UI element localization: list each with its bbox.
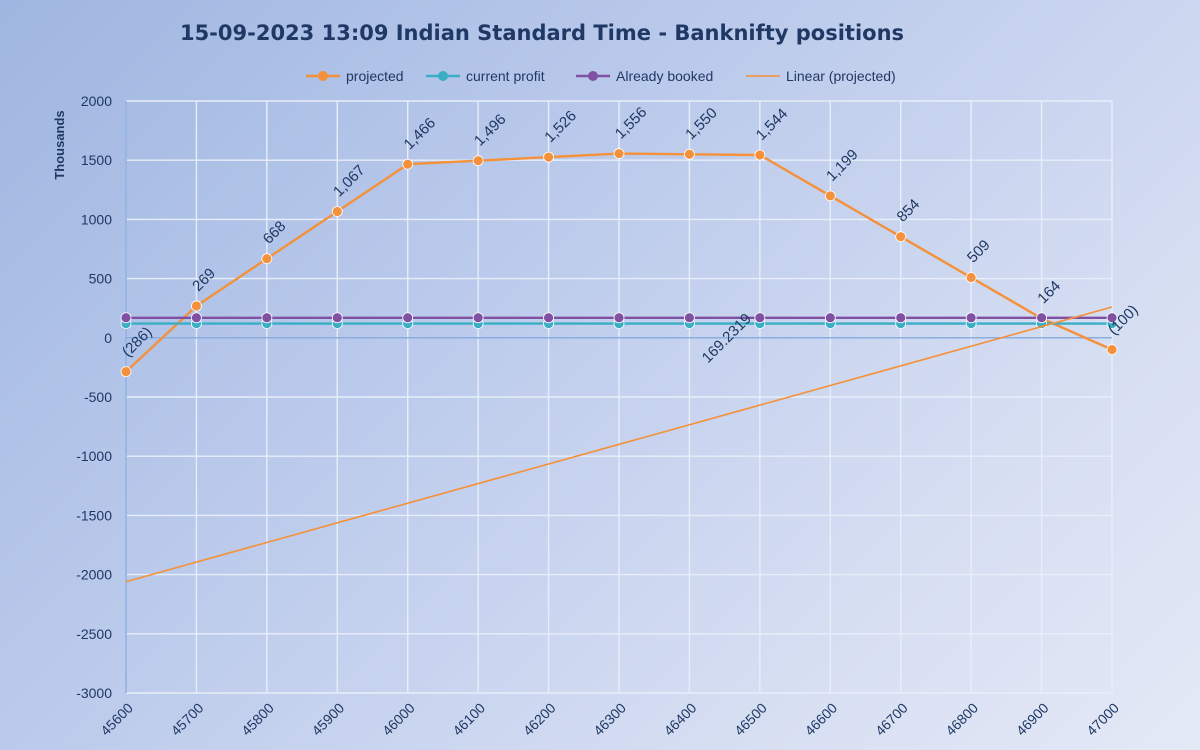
- y-tick-label: -2500: [76, 626, 112, 642]
- legend-marker: [318, 71, 328, 81]
- data-point: [261, 253, 273, 265]
- x-tick-label: 46100: [449, 700, 488, 739]
- y-tick-label: 2000: [81, 93, 112, 109]
- y-tick-label: -1000: [76, 448, 112, 464]
- series-already-booked: [120, 312, 1118, 324]
- data-point: [402, 158, 414, 170]
- data-point: [613, 148, 625, 159]
- data-label: 668: [260, 218, 290, 248]
- y-tick-label: -1500: [76, 507, 112, 523]
- data-point: [543, 312, 554, 324]
- legend: projected current profit Already booked Lin…: [306, 68, 896, 84]
- x-tick-label: 45700: [168, 700, 207, 739]
- x-tick-label: 46900: [1013, 700, 1052, 739]
- data-point: [543, 151, 554, 163]
- data-point: [684, 312, 695, 324]
- data-point: [824, 312, 836, 324]
- data-point: [191, 312, 202, 324]
- data-point: [191, 300, 202, 312]
- data-point: [754, 149, 766, 161]
- legend-item: Already booked: [576, 68, 713, 84]
- y-axis-label: Thousands: [52, 110, 67, 179]
- data-label: 1,496: [471, 111, 510, 150]
- data-point: [120, 312, 132, 324]
- data-label: 1,526: [541, 107, 580, 146]
- x-tick-label: 46500: [731, 700, 770, 739]
- data-point: [754, 312, 766, 324]
- data-label: 1,550: [682, 105, 721, 144]
- data-point: [472, 312, 484, 324]
- y-tick-label: -2000: [76, 567, 112, 583]
- legend-item: projected: [306, 68, 404, 84]
- data-label: 509: [964, 237, 994, 267]
- legend-marker: [588, 71, 598, 81]
- y-tick-label: 500: [89, 271, 113, 287]
- legend-label: current profit: [466, 68, 545, 84]
- data-point: [1036, 312, 1047, 324]
- x-tick-label: 45800: [238, 700, 277, 739]
- data-point: [472, 155, 484, 167]
- data-point: [684, 148, 695, 160]
- data-point: [895, 312, 907, 324]
- data-label: 854: [894, 196, 924, 226]
- x-tick-label: 46700: [872, 700, 911, 739]
- series-linear-projected: [125, 306, 1113, 583]
- legend-label: Already booked: [616, 68, 713, 84]
- x-tick-label: 45900: [308, 700, 347, 739]
- data-point: [613, 312, 625, 324]
- x-tick-label: 46200: [520, 700, 559, 739]
- data-point: [331, 206, 343, 217]
- data-point: [1106, 312, 1118, 324]
- data-point: [261, 312, 273, 324]
- data-label: 269: [189, 265, 219, 295]
- x-tick-label: 46300: [590, 700, 629, 739]
- legend-item: Linear (projected): [746, 68, 896, 84]
- data-point: [965, 312, 977, 324]
- data-label: 1,544: [753, 105, 792, 144]
- axes: 2000 1500 1000 500 0 -500 -1000 -1500 -2000 -2500…: [76, 93, 1122, 739]
- chart-title: 15-09-2023 13:09 Indian Standard Time - …: [180, 21, 904, 45]
- gridlines: [125, 100, 1113, 694]
- y-tick-label: -3000: [76, 685, 112, 701]
- y-tick-label: 1500: [81, 152, 112, 168]
- data-label: (286): [119, 324, 156, 361]
- x-tick-label: 46000: [379, 700, 418, 739]
- x-tick-label: 46600: [801, 700, 840, 739]
- legend-item: current profit: [426, 68, 545, 84]
- x-tick-label: 47000: [1083, 700, 1122, 739]
- series-layer: [120, 148, 1118, 583]
- x-tick-label: 46400: [661, 700, 700, 739]
- trendline: [125, 306, 1113, 583]
- data-point: [331, 312, 343, 324]
- data-label: 164: [1034, 277, 1064, 307]
- data-point: [1106, 344, 1118, 356]
- x-tick-label: 45600: [97, 700, 136, 739]
- data-label: 1,556: [612, 104, 651, 143]
- data-point: [120, 366, 132, 378]
- data-label: 1,466: [401, 114, 440, 153]
- legend-label: Linear (projected): [786, 68, 896, 84]
- data-point: [965, 272, 977, 283]
- x-tick-label: 46800: [942, 700, 981, 739]
- legend-marker: [438, 71, 448, 81]
- legend-label: projected: [346, 68, 404, 84]
- y-tick-label: 1000: [81, 211, 112, 227]
- y-tick-label: -500: [84, 389, 112, 405]
- data-point: [895, 231, 907, 243]
- data-label: 1,199: [823, 146, 862, 185]
- y-tick-label: 0: [104, 330, 112, 346]
- data-point: [402, 312, 414, 324]
- data-point: [824, 190, 836, 202]
